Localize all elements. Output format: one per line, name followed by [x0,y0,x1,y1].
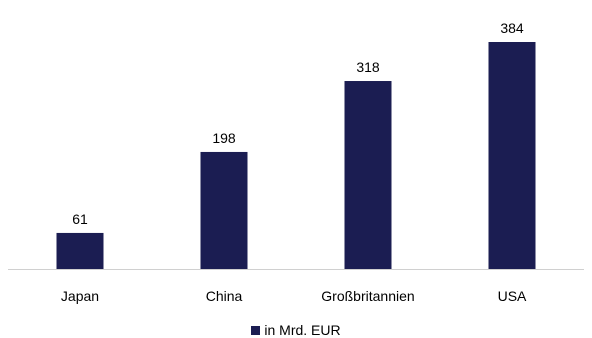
legend-label: in Mrd. EUR [264,322,341,338]
bar-großbritannien [344,81,392,269]
data-label: 384 [500,20,524,36]
data-label: 61 [72,211,88,227]
bar-japan [56,232,104,269]
legend: in Mrd. EUR [0,322,592,338]
legend-swatch [251,325,261,335]
x-tick-label: USA [498,288,527,304]
data-label: 318 [356,59,380,75]
bar-chart: 61 Japan 198 China 318 Großbritannien 384 USA [8,20,584,304]
x-tick-label: Japan [61,288,99,304]
bar-usa [488,42,536,269]
bar-china [200,151,248,269]
data-label: 198 [212,130,236,146]
x-tick-label: Großbritannien [321,288,414,304]
x-tick-label: China [206,288,243,304]
